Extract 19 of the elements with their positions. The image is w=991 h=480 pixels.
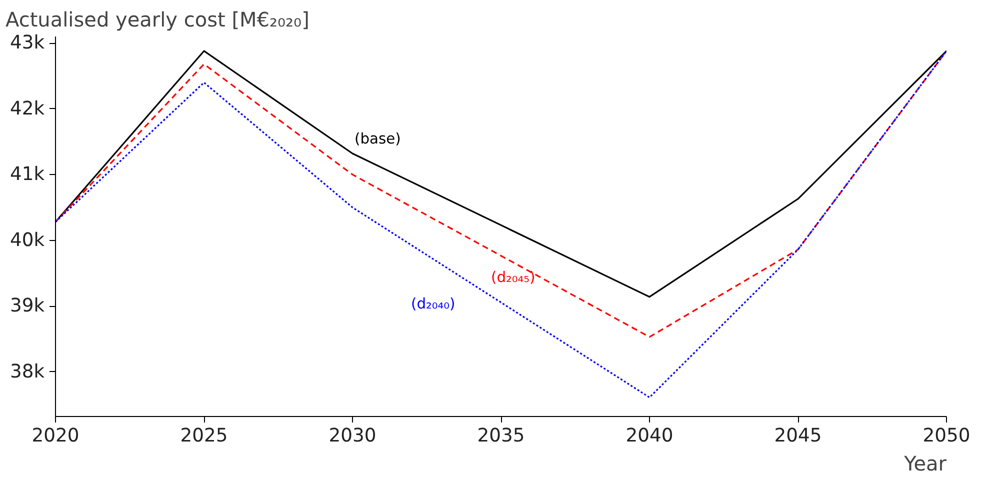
y-tick-label: 40k xyxy=(10,230,45,251)
x-tick-label: 2050 xyxy=(922,426,970,446)
x-tick-label: 2040 xyxy=(626,426,674,446)
x-tick-label: 2020 xyxy=(32,426,80,446)
x-tick-label: 2030 xyxy=(328,426,376,446)
x-tick-label: 2045 xyxy=(774,426,822,446)
series-label: (base) xyxy=(354,130,401,148)
y-tick-label: 39k xyxy=(10,296,45,317)
y-axis-title: Actualised yearly cost [M€₂₀₂₀] xyxy=(6,8,310,32)
y-tick-label: 38k xyxy=(10,361,45,382)
x-axis-title: Year xyxy=(903,452,948,476)
line-series xyxy=(56,50,946,398)
x-tick-label: 2025 xyxy=(180,426,228,446)
y-tick-label: 43k xyxy=(10,32,45,54)
y-tick-label: 41k xyxy=(10,164,45,186)
series-label: (d₂₀₄₀) xyxy=(411,295,456,312)
series-label: (d₂₀₄₅) xyxy=(491,268,536,286)
x-tick-label: 2035 xyxy=(477,426,525,446)
y-tick-label: 42k xyxy=(10,98,45,120)
